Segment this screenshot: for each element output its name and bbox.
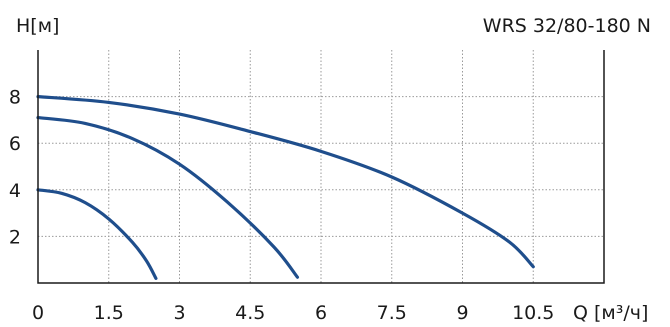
pump-curve-line-2 bbox=[36, 115, 300, 279]
series-layer bbox=[36, 95, 535, 280]
x-axis-label: Q [м³/ч] bbox=[573, 302, 648, 324]
x-tick-label: 9 bbox=[456, 302, 468, 324]
x-tick-label: 4.5 bbox=[235, 302, 265, 324]
x-tick-label: 7.5 bbox=[377, 302, 407, 324]
chart-title: WRS 32/80-180 N bbox=[483, 15, 651, 37]
y-tick-label: 6 bbox=[9, 133, 21, 155]
pump-curve-line-3 bbox=[36, 95, 535, 269]
grid-layer bbox=[38, 50, 604, 283]
y-tick-label: 8 bbox=[9, 87, 21, 109]
x-tick-label: 0 bbox=[32, 302, 44, 324]
y-tick-label: 4 bbox=[9, 180, 21, 202]
y-tick-label: 2 bbox=[9, 226, 21, 248]
x-tick-label: 6 bbox=[315, 302, 327, 324]
x-tick-label: 3 bbox=[173, 302, 185, 324]
y-axis-label: H[м] bbox=[16, 15, 59, 37]
axes-frame bbox=[37, 50, 605, 284]
x-tick-label: 1.5 bbox=[94, 302, 124, 324]
tick-layer: 0 1.5 3 4.5 6 7.5 9 10.5 2 4 6 8 bbox=[9, 87, 555, 324]
pump-curve-line-1 bbox=[36, 188, 158, 280]
x-tick-label: 10.5 bbox=[512, 302, 554, 324]
